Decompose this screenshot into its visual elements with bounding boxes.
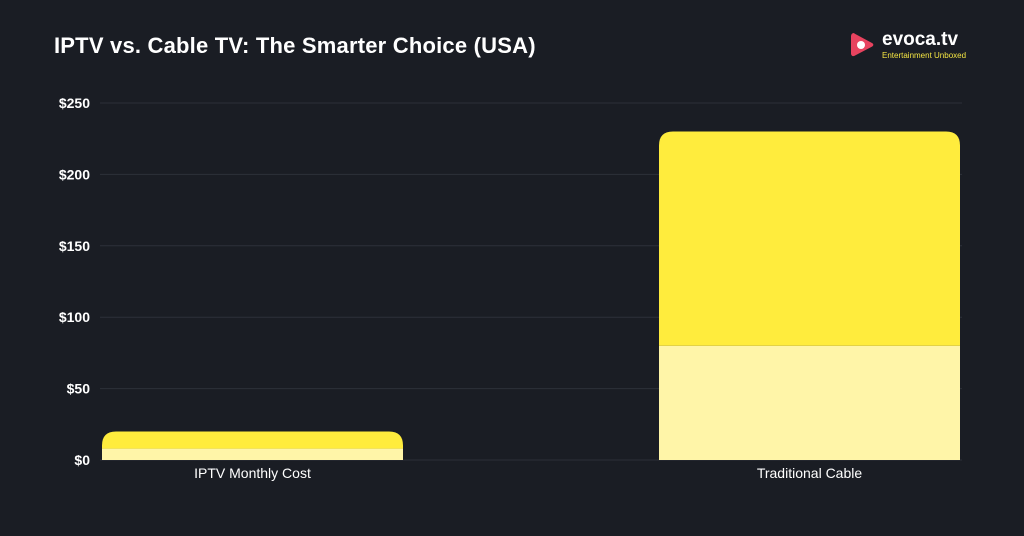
bar-segment xyxy=(102,431,403,449)
brand-name: evoca.tv xyxy=(882,29,959,50)
y-tick-label: $250 xyxy=(59,95,90,111)
play-icon xyxy=(851,33,874,57)
chart-title: IPTV vs. Cable TV: The Smarter Choice (U… xyxy=(54,33,536,58)
y-tick-label: $150 xyxy=(59,238,90,254)
y-tick-label: $200 xyxy=(59,166,90,182)
brand-logo[interactable]: evoca.tv Entertainment Unboxed xyxy=(850,30,966,60)
brand-tagline: Entertainment Unboxed xyxy=(882,51,967,60)
bar-segment xyxy=(102,448,403,460)
y-tick-label: $50 xyxy=(67,381,91,397)
y-tick-label: $0 xyxy=(74,452,90,468)
bar-segment xyxy=(659,131,960,346)
x-tick-label: Traditional Cable xyxy=(757,465,863,481)
y-tick-label: $100 xyxy=(59,309,90,325)
x-tick-label: IPTV Monthly Cost xyxy=(194,465,311,481)
bar-segment xyxy=(659,345,960,460)
